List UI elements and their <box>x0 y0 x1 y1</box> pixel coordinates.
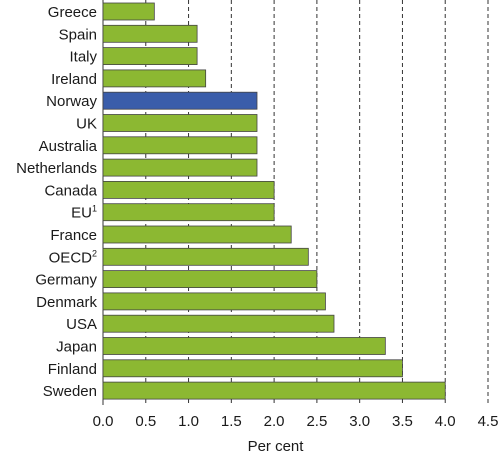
x-tick-label: 2.0 <box>264 413 285 430</box>
category-label: Italy <box>69 49 97 66</box>
bar-australia <box>102 136 258 155</box>
x-tick-label: 4.5 <box>478 413 499 430</box>
category-labels: Greece Spain Italy Ireland Norway UK Australia… <box>16 4 98 400</box>
bar-finland <box>102 359 403 378</box>
category-label: Australia <box>39 138 98 155</box>
category-label: Ireland <box>51 71 97 88</box>
bar-canada <box>102 180 275 199</box>
bar-spain <box>102 24 198 43</box>
category-label: UK <box>76 116 97 133</box>
bar-usa <box>102 314 335 333</box>
x-tick-label: 3.5 <box>392 413 413 430</box>
category-label: Japan <box>56 339 97 356</box>
x-tick-label: 0.5 <box>135 413 156 430</box>
category-label: EU1 <box>71 204 97 222</box>
bar-netherlands <box>102 158 258 177</box>
category-label: France <box>50 227 97 244</box>
category-label: USA <box>66 316 97 333</box>
category-label: Denmark <box>36 294 97 311</box>
bar-oecd <box>102 247 309 266</box>
x-tick-label: 4.0 <box>435 413 456 430</box>
bars <box>102 2 446 400</box>
bar-uk <box>102 114 258 132</box>
bar-eu <box>102 203 275 222</box>
x-tick-labels: 0.0 0.5 1.0 1.5 2.0 2.5 3.0 3.5 4.0 4.5 <box>93 413 499 430</box>
bar-italy <box>102 47 198 65</box>
x-tick-label: 2.5 <box>306 413 327 430</box>
bar-japan <box>102 337 386 355</box>
bar-france <box>102 225 292 244</box>
category-label: Norway <box>46 93 97 110</box>
bar-denmark <box>102 292 326 311</box>
x-tick-label: 1.0 <box>178 413 199 430</box>
footnote-marker: 2 <box>92 248 97 258</box>
bar-norway <box>102 91 258 110</box>
category-label: Greece <box>48 4 97 21</box>
bar-germany <box>102 270 318 289</box>
category-label: Canada <box>44 182 97 199</box>
footnote-marker: 1 <box>92 204 97 214</box>
category-label: Netherlands <box>16 160 97 177</box>
bar-ireland <box>102 69 207 88</box>
x-axis-title: Per cent <box>248 438 305 455</box>
x-tick-label: 0.0 <box>93 413 114 430</box>
x-tick-label: 1.5 <box>221 413 242 430</box>
bar-sweden <box>102 381 446 400</box>
x-tick-label: 3.0 <box>349 413 370 430</box>
category-label: Germany <box>35 272 97 289</box>
category-label: OECD2 <box>49 248 97 266</box>
category-label: Spain <box>59 26 97 43</box>
category-label: Finland <box>48 361 97 378</box>
bar-greece <box>102 2 155 21</box>
category-label: Sweden <box>43 383 97 400</box>
